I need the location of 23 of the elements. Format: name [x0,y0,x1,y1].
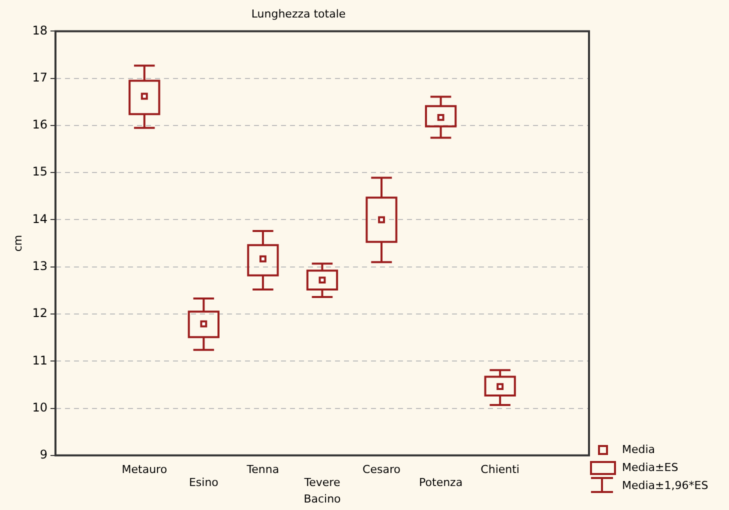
x-tick-label: Chienti [480,462,520,476]
y-tick-label: 9 [40,448,48,462]
y-tick-label: 18 [32,23,48,38]
y-axis-title: cm [11,234,24,252]
x-axis-title: Bacino [304,492,342,506]
y-tick-label: 12 [32,306,48,320]
x-tick-label: Cesaro [362,462,401,476]
y-tick-label: 10 [32,400,48,414]
text: Media±1,96*ES [622,478,708,492]
x-tick-label: Metauro [122,462,168,476]
x-tick-label: Tenna [246,462,280,476]
y-tick-label: 11 [32,353,48,368]
y-tick-label: 16 [32,118,48,132]
y-tick-label: 15 [32,164,48,179]
text: Media±ES [622,460,678,474]
y-tick-label: 13 [32,258,48,273]
y-tick-label: 14 [32,212,48,226]
text: Media [622,442,656,456]
x-tick-label: Esino [188,476,219,490]
y-tick-label: 17 [32,70,48,84]
x-tick-label: Potenza [419,476,463,490]
x-tick-label: Tevere [303,476,340,490]
chart-title: Lunghezza totale [251,7,346,20]
